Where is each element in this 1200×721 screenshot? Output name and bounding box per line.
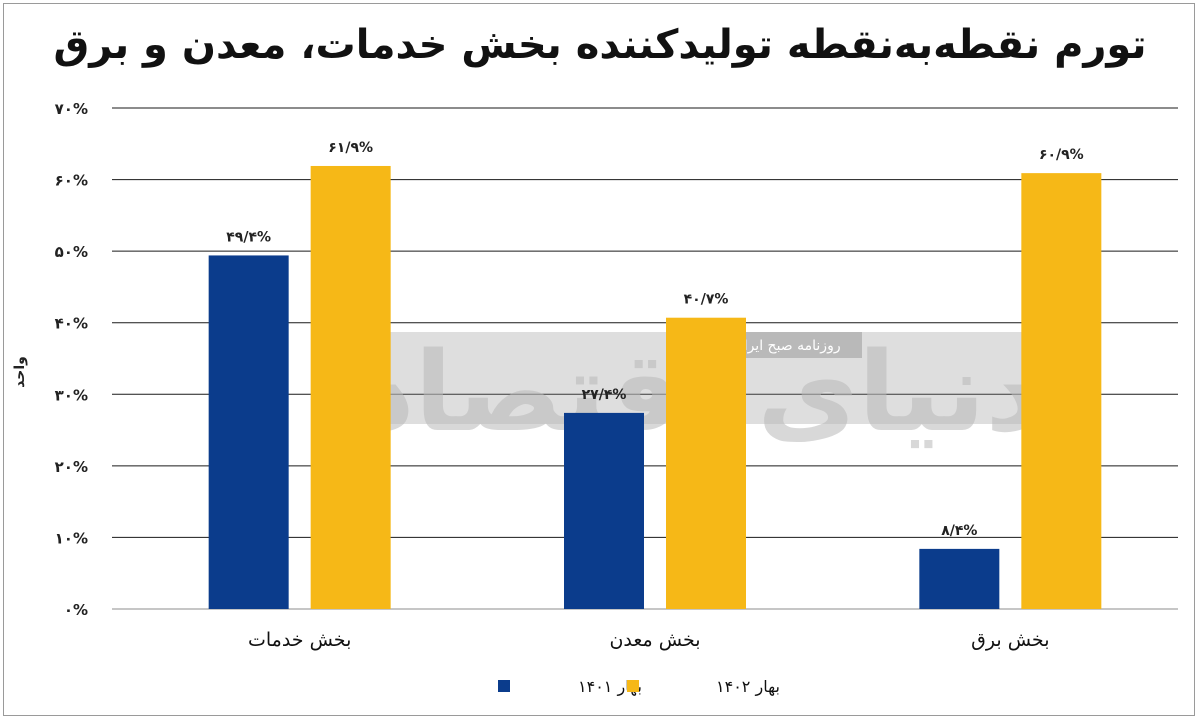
data-label: ۶۱/۹% xyxy=(328,140,373,156)
y-tick-label: ۴۰% xyxy=(55,315,88,333)
bar xyxy=(666,317,746,609)
y-tick-label: ۰% xyxy=(64,601,88,619)
y-tick-label: ۷۰% xyxy=(55,100,88,118)
y-tick-label: ۲۰% xyxy=(55,458,88,476)
legend-label: بهار ۱۴۰۱ xyxy=(578,677,642,697)
legend-swatch xyxy=(627,680,639,692)
x-tick-label: بخش خدمات xyxy=(248,629,351,651)
bar xyxy=(1021,173,1102,609)
bar xyxy=(208,255,289,610)
bar xyxy=(310,165,391,610)
legend-label: بهار ۱۴۰۲ xyxy=(716,677,780,697)
y-tick-label: ۶۰% xyxy=(55,172,88,190)
x-tick-label: بخش برق xyxy=(971,629,1049,651)
bar xyxy=(564,412,644,609)
y-axis-ticks: ۰% ۱۰% ۲۰% ۳۰% ۴۰% ۵۰% ۶۰% ۷۰% xyxy=(55,100,88,619)
bars xyxy=(208,165,1102,610)
data-label: ۴۹/۴% xyxy=(226,229,271,245)
bar xyxy=(919,548,1000,609)
y-axis-label: واحد xyxy=(12,356,28,388)
data-label: ۸/۴% xyxy=(941,523,977,539)
legend: بهار ۱۴۰۱ بهار ۱۴۰۲ xyxy=(498,677,780,697)
y-tick-label: ۳۰% xyxy=(55,386,88,404)
data-label: ۴۰/۷% xyxy=(684,292,729,308)
data-label: ۲۷/۴% xyxy=(582,387,627,403)
data-labels: ۴۹/۴% ۶۱/۹% ۲۷/۴% ۴۰/۷% ۸/۴% ۶۰/۹% xyxy=(226,140,1083,539)
y-tick-label: ۱۰% xyxy=(55,529,88,547)
y-tick-label: ۵۰% xyxy=(55,243,88,261)
x-tick-label: بخش معدن xyxy=(609,629,700,651)
data-label: ۶۰/۹% xyxy=(1039,147,1084,163)
watermark-tagline: روزنامه صبح ایران xyxy=(733,338,840,354)
gridlines xyxy=(112,107,1178,610)
chart-title: تورم نقطه‌به‌نقطه تولیدکننده بخش خدمات، … xyxy=(53,22,1147,68)
legend-swatch xyxy=(498,680,510,692)
category-labels: بخش خدمات بخش معدن بخش برق xyxy=(248,629,1050,651)
